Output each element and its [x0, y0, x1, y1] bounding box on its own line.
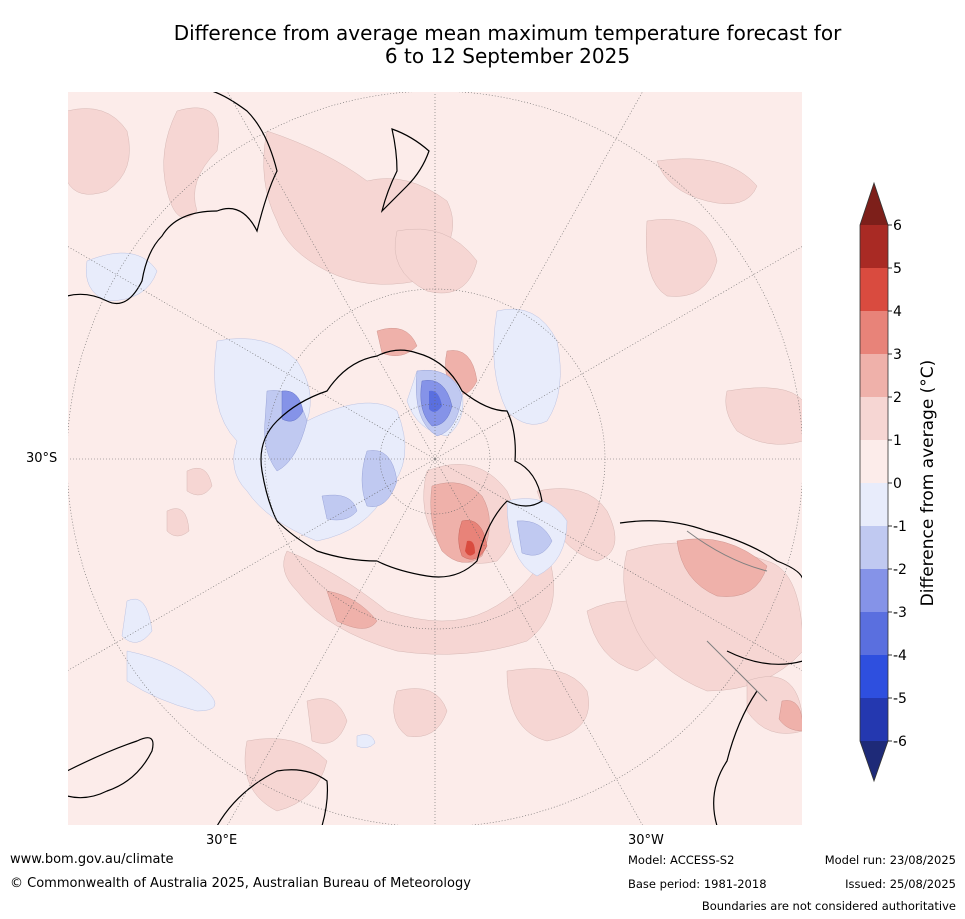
colorbar-band	[860, 655, 888, 698]
colorbar-tick-label: 3	[893, 347, 902, 363]
colorbar-title: Difference from average (°C)	[918, 359, 938, 607]
africa-coastline	[67, 737, 154, 799]
anomaly-4-to-5-regions	[465, 540, 475, 556]
colorbar-band	[860, 354, 888, 397]
colorbar-band	[860, 526, 888, 569]
graticule	[67, 91, 803, 826]
lon-label-30e: 30°E	[206, 833, 238, 848]
south-america-borders	[686, 530, 768, 702]
colorbar-band	[860, 698, 888, 741]
new-zealand-coastline	[380, 128, 430, 213]
antarctica-coastline	[260, 349, 543, 578]
colorbar-tick-label: -5	[893, 691, 907, 707]
colorbar-band	[860, 440, 888, 483]
title-line-1: Difference from average mean maximum tem…	[173, 21, 842, 45]
colorbar-band	[860, 311, 888, 354]
colorbar-tick-label: -3	[893, 605, 907, 621]
temperature-anomaly-map[interactable]	[67, 91, 803, 826]
lat-label-30s: 30°S	[26, 451, 58, 466]
base-period: Base period: 1981-2018	[628, 877, 767, 891]
colorbar-tick-label: 6	[893, 218, 902, 234]
colorbar-tick-label: 2	[893, 390, 902, 406]
title-line-2: 6 to 12 September 2025	[384, 44, 631, 68]
colorbar-tick-label: 4	[893, 304, 902, 320]
colorbar-tick-label: 1	[893, 433, 902, 449]
chart-title: Difference from average mean maximum tem…	[0, 22, 965, 68]
colorbar-tick-label: -6	[893, 734, 907, 750]
colorbar-extend-high	[860, 183, 888, 225]
colorbar-tick-label: 0	[893, 476, 902, 492]
colorbar-tick-label: -1	[893, 519, 907, 535]
colorbar-band	[860, 483, 888, 526]
model-name: Model: ACCESS-S2	[628, 853, 735, 867]
colorbar-tick-label: 5	[893, 261, 902, 277]
south-america-coastline	[619, 520, 803, 826]
colorbar-band	[860, 397, 888, 440]
anomaly-minus-3-to-minus-4-regions	[429, 390, 442, 412]
africa-south-coastline	[216, 769, 329, 826]
anomaly-minus-1-to-minus-2-regions	[264, 370, 553, 556]
lon-label-30w: 30°W	[628, 833, 664, 848]
website-link[interactable]: www.bom.gov.au/climate	[10, 852, 174, 867]
copyright-text: © Commonwealth of Australia 2025, Austra…	[10, 876, 471, 891]
model-run: Model run: 23/08/2025	[824, 853, 956, 867]
boundary-disclaimer: Boundaries are not considered authoritat…	[701, 899, 956, 913]
australia-coastline	[67, 91, 278, 305]
colorbar-extend-low	[860, 741, 888, 781]
colorbar-tick-label: -4	[893, 648, 907, 664]
issued-date: Issued: 25/08/2025	[845, 877, 956, 891]
colorbar-band	[860, 569, 888, 612]
colorbar-band	[860, 612, 888, 655]
colorbar-tick-label: -2	[893, 562, 907, 578]
colorbar-band	[860, 225, 888, 268]
colorbar: 6 5 4 3 2 1 0 -1 -2 -3 -4 -5 -6	[859, 181, 907, 783]
colorbar-band	[860, 268, 888, 311]
